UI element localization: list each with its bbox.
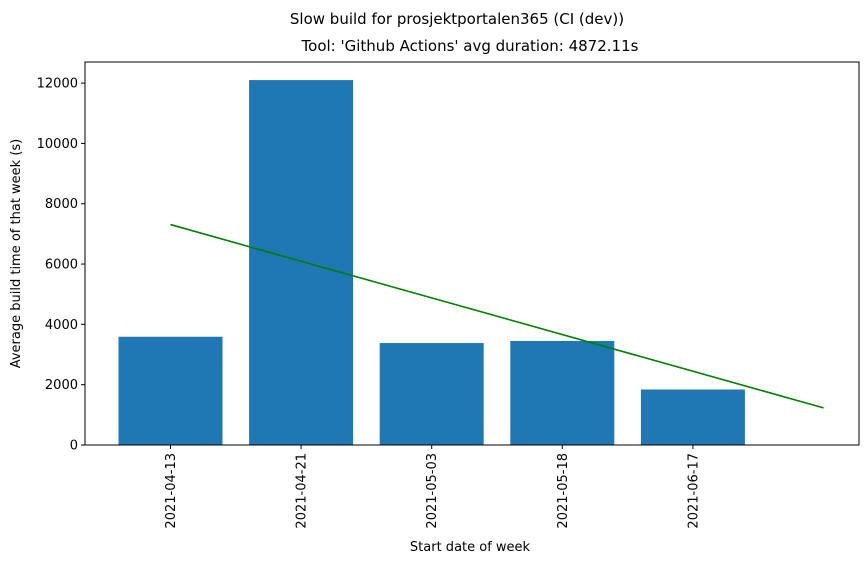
bar-2021-05-03 [379,343,484,445]
x-tick-label: 2021-04-13 [164,453,179,529]
x-tick-label: 2021-05-18 [556,453,571,529]
bar-2021-04-13 [118,336,223,445]
bar-2021-04-21 [249,80,354,446]
x-axis: 2021-04-13 2021-04-21 2021-05-03 2021-05-18… [164,445,701,529]
y-tick-label: 8000 [45,197,78,212]
plot-frame [84,61,860,446]
x-tick-label: 2021-06-17 [686,453,701,529]
x-tick-label: 2021-04-21 [295,453,310,529]
y-tick-label: 12000 [37,77,78,92]
trendline-group [170,223,824,409]
y-tick-label: 0 [70,439,78,454]
y-tick-label: 4000 [45,318,78,333]
y-axis-label: Average build time of that week (s) [9,139,24,369]
x-tick-label: 2021-05-03 [425,453,440,529]
bar-group [118,80,745,446]
y-tick-label: 10000 [37,137,78,152]
y-axis: 0 2000 4000 6000 8000 10000 12000 [37,77,85,454]
x-axis-label: Start date of week [410,540,531,555]
chart-title: Tool: 'Github Actions' avg duration: 487… [301,37,639,55]
y-tick-label: 6000 [45,258,78,273]
bar-2021-06-17 [640,389,745,445]
y-tick-label: 2000 [45,378,78,393]
chart-suptitle: Slow build for prosjektportalen365 (CI (… [290,10,624,28]
bar-2021-05-18 [510,340,615,445]
trendline [170,223,824,409]
